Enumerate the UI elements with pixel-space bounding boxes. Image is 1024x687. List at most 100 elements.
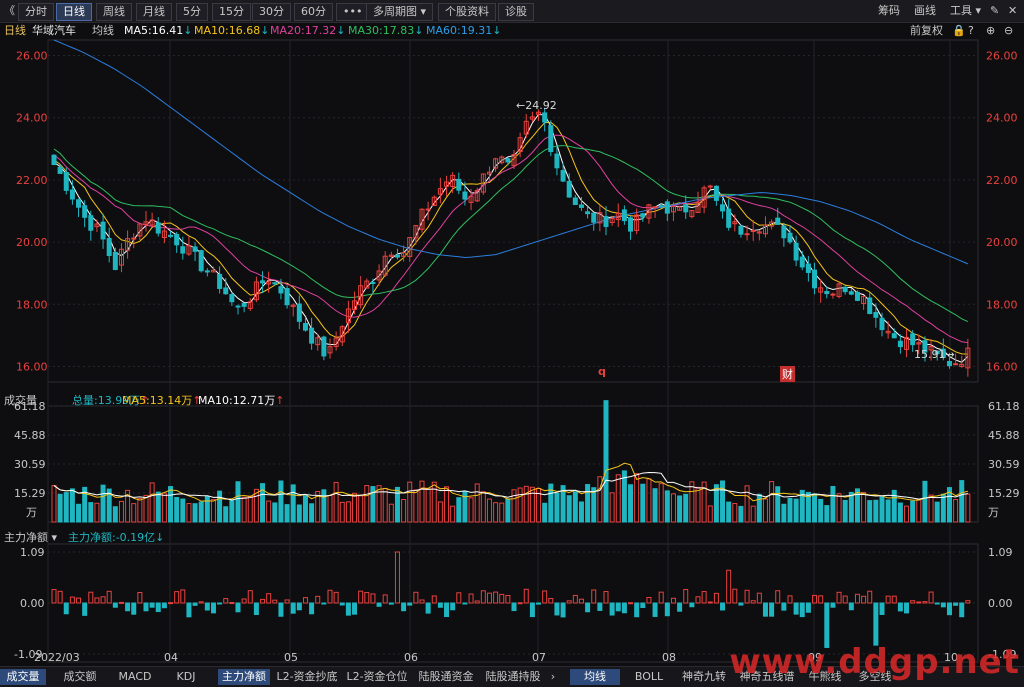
flow-bar bbox=[235, 602, 241, 613]
candle-body bbox=[744, 233, 750, 236]
flow-bar bbox=[309, 602, 315, 615]
period-30min-button[interactable]: 30分 bbox=[252, 3, 291, 21]
multi-period-dropdown[interactable]: 多周期图 ▾ bbox=[366, 3, 434, 21]
candle-body bbox=[818, 287, 824, 293]
flow-bar bbox=[88, 591, 94, 604]
volume-bar bbox=[683, 493, 689, 523]
flow-bar bbox=[922, 601, 928, 604]
flow-bar bbox=[701, 591, 707, 604]
pin-icon[interactable]: ✎ bbox=[990, 4, 1000, 17]
volume-unit-left: 万 bbox=[26, 506, 37, 519]
candle-body bbox=[946, 361, 952, 367]
tab-bull-bear[interactable]: 牛熊线 bbox=[808, 670, 842, 683]
date-tick: 2022/03 bbox=[34, 651, 80, 664]
tab-hk-holding[interactable]: 陆股通持股 bbox=[485, 670, 541, 683]
volume-bar bbox=[695, 486, 701, 523]
tab-hk-flow[interactable]: 陆股通资金 bbox=[418, 670, 474, 683]
candle-body bbox=[677, 206, 683, 211]
candle-body bbox=[910, 333, 916, 346]
volume-bar bbox=[82, 486, 88, 523]
candle-body bbox=[628, 217, 634, 232]
candle-body bbox=[333, 337, 339, 347]
candle-body bbox=[468, 195, 474, 203]
period-5min-button[interactable]: 5分 bbox=[176, 3, 208, 21]
tools-button[interactable]: 工具 ▾ bbox=[950, 3, 981, 19]
help-icon[interactable]: ? bbox=[968, 24, 974, 37]
tab-magic-five[interactable]: 神奇五线谱 bbox=[739, 670, 795, 683]
tab-kdj[interactable]: KDJ bbox=[176, 670, 196, 683]
flow-title[interactable]: 主力净额 ▾ bbox=[4, 529, 57, 545]
period-monthly-button[interactable]: 月线 bbox=[136, 3, 172, 21]
diagnose-button[interactable]: 诊股 bbox=[498, 3, 534, 21]
price-tick-right: 16.00 bbox=[986, 360, 1018, 373]
flow-bar bbox=[959, 602, 965, 618]
flow-bar bbox=[444, 602, 450, 618]
candle-body bbox=[266, 281, 272, 285]
candle-body bbox=[100, 221, 106, 240]
zoom-in-icon[interactable]: ⊕ bbox=[986, 24, 996, 37]
candle-body bbox=[959, 363, 965, 367]
tab-boll[interactable]: BOLL bbox=[634, 670, 664, 683]
stock-info-button[interactable]: 个股资料 bbox=[438, 3, 496, 21]
period-60min-button[interactable]: 60分 bbox=[294, 3, 333, 21]
panel-frame bbox=[47, 39, 979, 383]
volume-bar bbox=[174, 497, 180, 523]
back-button[interactable]: 《 bbox=[4, 4, 15, 17]
event-marker-finance[interactable]: 财 bbox=[780, 366, 795, 382]
volume-bar bbox=[523, 485, 529, 523]
adjust-dropdown[interactable]: 前复权 bbox=[910, 24, 943, 37]
tab-long-short[interactable]: 多空线 bbox=[858, 670, 892, 683]
tab-main-flow[interactable]: 主力净额 bbox=[218, 669, 270, 685]
tab-macd[interactable]: MACD bbox=[118, 670, 152, 683]
lock-icon[interactable]: 🔒 bbox=[952, 24, 966, 37]
tab-volume[interactable]: 成交量 bbox=[0, 669, 46, 685]
volume-bar bbox=[333, 481, 339, 523]
volume-bar bbox=[953, 499, 959, 523]
flow-bar bbox=[137, 592, 143, 604]
zoom-out-icon[interactable]: ⊖ bbox=[1004, 24, 1014, 37]
flow-bar bbox=[781, 602, 787, 611]
candle-body bbox=[370, 281, 376, 284]
volume-bar bbox=[394, 486, 400, 523]
volume-bar bbox=[726, 501, 732, 523]
flow-bar bbox=[302, 597, 308, 604]
candle-body bbox=[523, 120, 529, 135]
volume-bar bbox=[296, 504, 302, 523]
volume-bar bbox=[897, 502, 903, 523]
volume-bar bbox=[652, 488, 658, 523]
flow-bar bbox=[204, 602, 210, 611]
flow-bar bbox=[247, 590, 253, 604]
flow-bar bbox=[431, 595, 437, 604]
flow-bar bbox=[861, 595, 867, 604]
tab-l2-bottom[interactable]: L2-资金抄底 bbox=[276, 670, 338, 683]
tab-l2-position[interactable]: L2-资金仓位 bbox=[346, 670, 408, 683]
period-daily-button[interactable]: 日线 bbox=[56, 3, 92, 21]
volume-bar bbox=[646, 478, 652, 523]
volume-bar bbox=[456, 497, 462, 523]
chips-button[interactable]: 筹码 bbox=[878, 4, 900, 17]
period-intraday-button[interactable]: 分时 bbox=[18, 3, 54, 21]
candle-body bbox=[204, 270, 210, 273]
tab-magic-nine[interactable]: 神奇九转 bbox=[682, 670, 726, 683]
volume-bar bbox=[364, 485, 370, 523]
more-button[interactable]: ••• bbox=[336, 3, 370, 21]
chevron-right-icon[interactable]: › bbox=[550, 670, 556, 683]
date-tick: 07 bbox=[532, 651, 546, 664]
indicator-type[interactable]: 均线 bbox=[92, 24, 114, 37]
ma30-text: MA30:17.83 bbox=[348, 24, 415, 37]
period-weekly-button[interactable]: 周线 bbox=[96, 3, 132, 21]
axis-labels: 26.00 26.00 24.00 24.00 22.00 22.00 20.00 20.00… bbox=[14, 50, 1020, 664]
close-icon[interactable]: ✕ bbox=[1008, 4, 1018, 17]
volume-bar bbox=[315, 490, 321, 523]
draw-line-button[interactable]: 画线 bbox=[914, 4, 936, 17]
flow-bar bbox=[640, 602, 646, 608]
volume-title: 成交量 bbox=[4, 394, 37, 407]
tab-ma[interactable]: 均线 bbox=[570, 669, 620, 685]
flow-bar bbox=[217, 602, 223, 605]
tab-turnover[interactable]: 成交额 bbox=[63, 670, 97, 683]
period-15min-button[interactable]: 15分 bbox=[212, 3, 251, 21]
candle-body bbox=[707, 185, 713, 188]
volume-bar bbox=[51, 485, 57, 523]
event-marker-q[interactable]: q bbox=[598, 365, 606, 378]
